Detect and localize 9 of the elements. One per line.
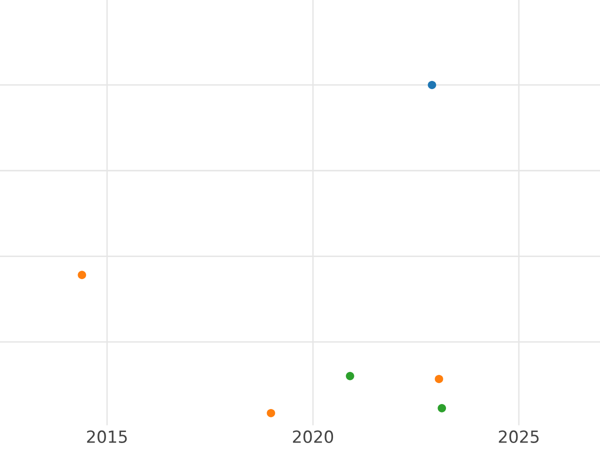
point bbox=[346, 372, 354, 380]
point bbox=[78, 270, 86, 280]
point bbox=[438, 404, 446, 412]
point bbox=[266, 408, 276, 418]
point bbox=[434, 374, 444, 384]
x-tick-label: 2020 bbox=[292, 430, 334, 444]
x-tick-label: 2015 bbox=[87, 430, 127, 444]
point bbox=[428, 80, 436, 90]
x-tick-label: 2025 bbox=[498, 430, 539, 444]
